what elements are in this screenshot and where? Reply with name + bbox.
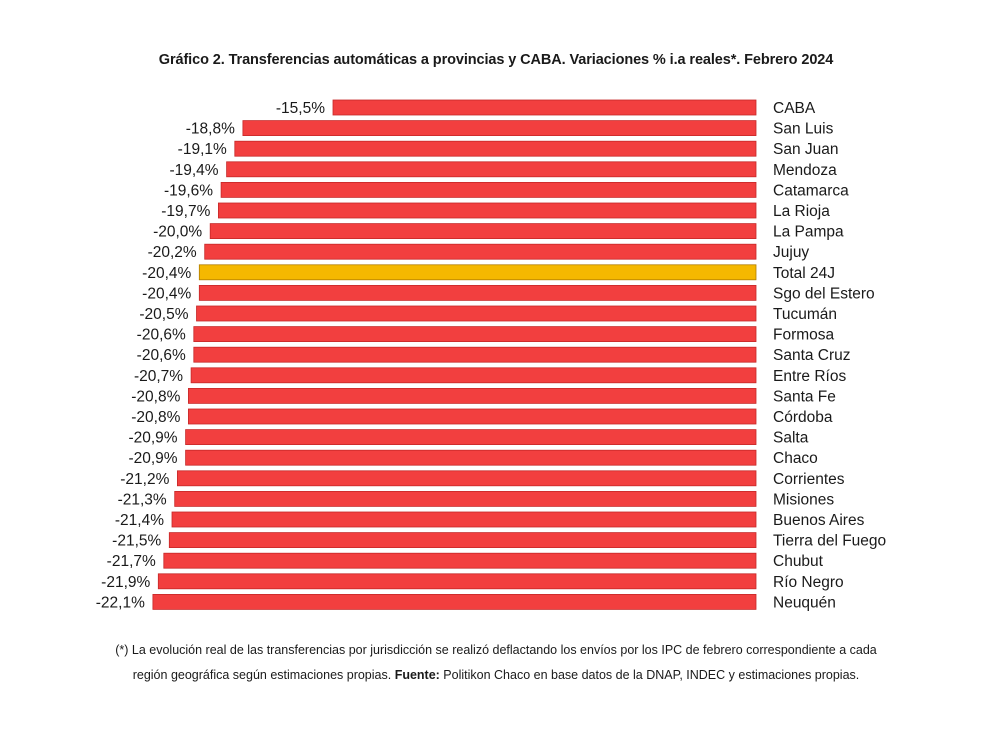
category-label: Total 24J xyxy=(773,265,835,282)
value-label: -20,4% xyxy=(142,285,191,302)
value-label: -15,5% xyxy=(276,100,325,117)
source-label: Fuente: xyxy=(394,668,440,682)
category-label: Formosa xyxy=(773,327,835,344)
bar xyxy=(198,284,757,301)
category-label: Jujuy xyxy=(773,244,809,261)
value-label: -22,1% xyxy=(96,594,145,611)
bar xyxy=(226,161,757,178)
source-text: Politikon Chaco en base datos de la DNAP… xyxy=(439,668,860,682)
bar xyxy=(152,594,757,610)
category-label: Salta xyxy=(773,430,809,447)
value-label: -20,8% xyxy=(131,388,180,405)
category-label: San Luis xyxy=(773,121,834,138)
category-label: Córdoba xyxy=(773,409,833,426)
bar xyxy=(174,490,757,507)
bar xyxy=(185,449,757,466)
value-label: -20,2% xyxy=(148,244,197,261)
category-label: Santa Cruz xyxy=(773,347,851,364)
bar xyxy=(193,326,757,343)
category-label: Entre Ríos xyxy=(773,368,846,385)
category-label: Río Negro xyxy=(773,574,844,591)
value-label: -20,5% xyxy=(139,306,188,323)
bar xyxy=(190,367,757,384)
bar xyxy=(163,552,757,569)
category-label: Neuquén xyxy=(773,594,836,611)
footnote-line-1: (*) La evolución real de las transferenc… xyxy=(115,643,877,657)
category-label: Sgo del Estero xyxy=(773,285,875,302)
value-label: -20,9% xyxy=(128,450,177,467)
value-label: -21,9% xyxy=(101,574,150,591)
bar xyxy=(242,120,757,136)
category-label: CABA xyxy=(773,100,816,117)
value-label: -20,6% xyxy=(137,347,186,364)
bar xyxy=(204,243,757,260)
footnote-text: región geográfica según estimaciones pro… xyxy=(132,668,395,682)
value-label: -21,7% xyxy=(107,553,156,570)
value-label: -20,7% xyxy=(134,368,183,385)
bar xyxy=(187,408,757,425)
bar xyxy=(217,202,757,219)
value-label: -19,1% xyxy=(178,141,227,158)
category-label: La Rioja xyxy=(773,203,830,220)
category-label: Corrientes xyxy=(773,471,845,488)
category-label: Catamarca xyxy=(773,182,849,199)
footnote-line-2: región geográfica según estimaciones pro… xyxy=(0,668,992,682)
category-label: Buenos Aires xyxy=(773,512,865,529)
value-label: -19,7% xyxy=(161,203,210,220)
bar-total xyxy=(198,264,757,281)
bar xyxy=(220,181,757,198)
value-label: -21,4% xyxy=(115,512,164,529)
category-label: Mendoza xyxy=(773,162,837,179)
value-label: -20,8% xyxy=(131,409,180,426)
category-label: Santa Fe xyxy=(773,388,836,405)
value-label: -19,4% xyxy=(169,162,218,179)
bar xyxy=(168,532,757,548)
chart-title: Gráfico 2. Transferencias automáticas a … xyxy=(158,52,834,68)
category-label: Tucumán xyxy=(773,306,837,323)
value-label: -20,4% xyxy=(142,265,191,282)
bar xyxy=(234,140,757,157)
value-label: -20,0% xyxy=(153,224,202,241)
bar xyxy=(196,305,757,322)
bar xyxy=(176,470,757,487)
bar xyxy=(157,573,757,590)
bar xyxy=(332,99,757,116)
value-label: -18,8% xyxy=(186,121,235,138)
bar xyxy=(187,387,757,404)
category-label: Chaco xyxy=(773,450,818,467)
bar xyxy=(193,346,757,363)
category-label: Tierra del Fuego xyxy=(773,533,886,550)
value-label: -21,2% xyxy=(120,471,169,488)
category-label: San Juan xyxy=(773,141,839,158)
value-label: -20,9% xyxy=(128,430,177,447)
bar xyxy=(171,511,757,528)
category-label: Misiones xyxy=(773,491,834,508)
value-label: -21,5% xyxy=(112,533,161,550)
value-label: -20,6% xyxy=(137,327,186,344)
value-label: -19,6% xyxy=(164,182,213,199)
bar-chart: -15,5% CABA -18,8% San Luis -19,1% San Juan -1… xyxy=(96,99,886,611)
bar xyxy=(209,223,757,240)
value-label: -21,3% xyxy=(118,491,167,508)
category-label: La Pampa xyxy=(773,224,844,241)
bar xyxy=(185,429,757,446)
category-label: Chubut xyxy=(773,553,824,570)
